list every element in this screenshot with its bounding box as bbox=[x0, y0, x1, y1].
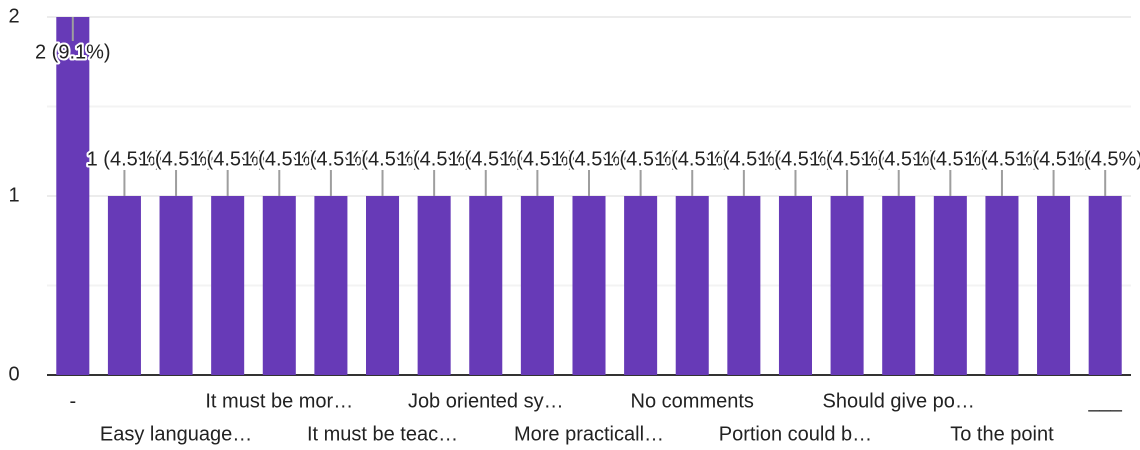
bar bbox=[830, 196, 864, 375]
bar bbox=[675, 196, 709, 375]
value-label: 1 (4.5%) bbox=[809, 148, 885, 170]
bar bbox=[1037, 196, 1071, 375]
y-tick-label: 0 bbox=[8, 363, 19, 385]
value-label: 1 (4.5%) bbox=[448, 148, 524, 170]
x-tick-label: Easy language… bbox=[100, 423, 252, 445]
value-label: 1 (4.5%) bbox=[500, 148, 576, 170]
bar bbox=[211, 196, 245, 375]
bar bbox=[882, 196, 916, 375]
bar bbox=[933, 196, 967, 375]
value-label: 1 (4.5%) bbox=[87, 148, 163, 170]
x-tick-label: ___ bbox=[1088, 390, 1123, 412]
value-label: 1 (4.5%) bbox=[861, 148, 937, 170]
value-label: 1 (4.5%) bbox=[293, 148, 369, 170]
value-label: 1 (4.5%) bbox=[551, 148, 627, 170]
bar bbox=[778, 196, 812, 375]
value-label: 1 (4.5%) bbox=[603, 148, 679, 170]
value-label: 1 (4.5%) bbox=[396, 148, 472, 170]
value-label: 1 (4.5%) bbox=[758, 148, 834, 170]
bar bbox=[262, 196, 296, 375]
bar bbox=[727, 196, 761, 375]
x-tick-label: No comments bbox=[631, 390, 754, 412]
x-tick-label: More practicall… bbox=[514, 423, 664, 445]
bar bbox=[1088, 196, 1122, 375]
bar bbox=[417, 196, 451, 375]
bar bbox=[985, 196, 1019, 375]
value-label: 1 (4.5%) bbox=[190, 148, 266, 170]
bar bbox=[469, 196, 503, 375]
value-label: 1 (4.5%) bbox=[1067, 148, 1140, 170]
bar bbox=[159, 196, 193, 375]
bar bbox=[366, 196, 400, 375]
y-tick-label: 2 bbox=[8, 5, 19, 27]
bar bbox=[107, 196, 141, 375]
bar bbox=[56, 17, 90, 375]
value-label: 1 (4.5%) bbox=[241, 148, 317, 170]
bar bbox=[624, 196, 658, 375]
value-label: 1 (4.5%) bbox=[654, 148, 730, 170]
value-label: 2 (9.1%) bbox=[35, 41, 111, 63]
x-tick-label: To the point bbox=[950, 423, 1054, 445]
x-tick-label: Portion could b… bbox=[719, 423, 872, 445]
value-label: 1 (4.5%) bbox=[138, 148, 214, 170]
y-tick-label: 1 bbox=[8, 184, 19, 206]
bar bbox=[572, 196, 606, 375]
bar bbox=[314, 196, 348, 375]
x-tick-label: It must be teac… bbox=[307, 423, 458, 445]
bar bbox=[520, 196, 554, 375]
x-tick-label: It must be mor… bbox=[205, 390, 353, 412]
value-label: 1 (4.5%) bbox=[913, 148, 989, 170]
value-label: 1 (4.5%) bbox=[1016, 148, 1092, 170]
value-label: 1 (4.5%) bbox=[706, 148, 782, 170]
value-label: 1 (4.5%) bbox=[345, 148, 421, 170]
x-tick-label: Should give po… bbox=[823, 390, 975, 412]
value-label: 1 (4.5%) bbox=[964, 148, 1040, 170]
x-tick-label: - bbox=[69, 390, 76, 412]
x-tick-label: Job oriented sy… bbox=[408, 390, 564, 412]
